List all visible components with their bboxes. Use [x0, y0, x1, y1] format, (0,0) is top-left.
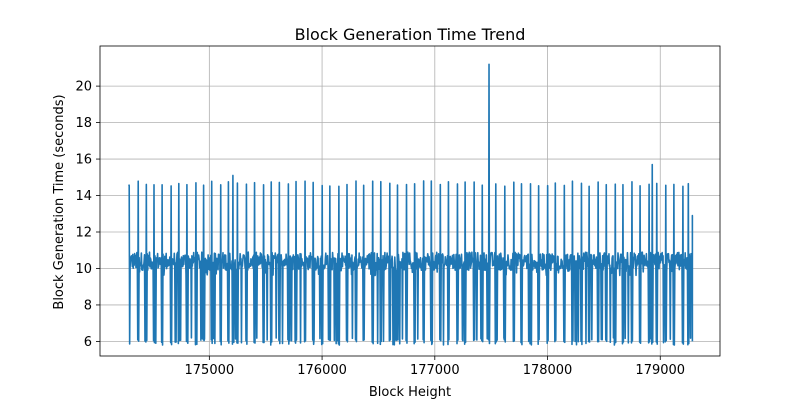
x-tick-label: 177000 — [410, 363, 460, 378]
x-tick-label: 179000 — [635, 363, 685, 378]
series-line — [128, 63, 694, 346]
y-tick-label: 16 — [75, 153, 92, 168]
chart-title: Block Generation Time Trend — [295, 25, 526, 44]
tick-layer: 175000 176000 177000 178000 179000 6 8 10 12 14 16… — [75, 80, 685, 378]
y-tick-label: 14 — [75, 189, 92, 204]
y-tick-label: 18 — [75, 116, 92, 131]
x-tick-label: 178000 — [523, 363, 573, 378]
y-tick-label: 20 — [75, 80, 92, 95]
x-axis-label: Block Height — [369, 385, 451, 400]
series-layer — [128, 63, 694, 346]
y-tick-label: 8 — [84, 298, 92, 313]
y-axis-label: Block Generation Time (seconds) — [52, 94, 67, 309]
plot-frame — [99, 45, 721, 357]
x-tick-label: 176000 — [297, 363, 347, 378]
y-tick-label: 12 — [75, 226, 92, 241]
y-tick-label: 6 — [84, 335, 92, 350]
y-tick-label: 10 — [75, 262, 92, 277]
x-tick-label: 175000 — [185, 363, 235, 378]
